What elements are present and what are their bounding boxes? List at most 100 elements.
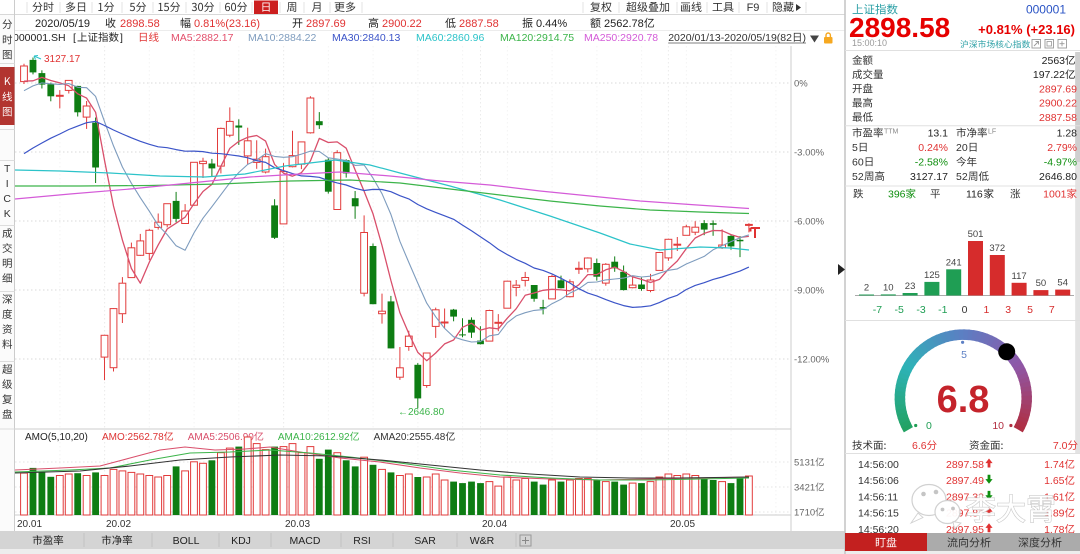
svg-text:1.65: 1.65	[1044, 475, 1065, 487]
svg-text:5131: 5131	[794, 458, 815, 469]
svg-text:5: 5	[852, 142, 858, 154]
svg-text:501: 501	[968, 229, 984, 240]
svg-text:20: 20	[956, 142, 968, 154]
svg-text:MA250:2920.78: MA250:2920.78	[584, 32, 658, 44]
svg-text:2646.80: 2646.80	[1039, 171, 1077, 183]
svg-text:6.8: 6.8	[937, 379, 990, 421]
svg-text:2900.22: 2900.22	[382, 18, 422, 30]
svg-text:-7: -7	[873, 304, 882, 316]
svg-text:14:56:20: 14:56:20	[858, 524, 899, 536]
svg-text:2887.58: 2887.58	[1039, 112, 1077, 124]
svg-text:[: [	[73, 32, 76, 44]
svg-text:2898.58: 2898.58	[849, 12, 950, 43]
svg-text:AMO(5,10,20): AMO(5,10,20)	[25, 432, 88, 443]
svg-text:0.81%(23.16): 0.81%(23.16)	[194, 18, 260, 30]
svg-text:K: K	[4, 208, 11, 220]
svg-text:-6.00%: -6.00%	[794, 217, 825, 228]
svg-text:): )	[803, 32, 807, 44]
svg-text:3: 3	[1005, 304, 1011, 316]
svg-text:AMO:2562.78: AMO:2562.78	[102, 432, 164, 443]
svg-text:14:56:11: 14:56:11	[858, 491, 898, 503]
svg-text:2.79%: 2.79%	[1047, 142, 1077, 154]
svg-text:2897.69: 2897.69	[1039, 83, 1077, 95]
svg-text:1.78: 1.78	[1044, 524, 1065, 536]
svg-text:10: 10	[883, 282, 894, 293]
svg-text:C: C	[3, 193, 11, 205]
svg-text:2020/01/13-2020/05/19(82: 2020/01/13-2020/05/19(82	[668, 32, 792, 44]
svg-text:116: 116	[966, 189, 983, 201]
svg-text:-12.00%: -12.00%	[794, 355, 830, 366]
svg-text:0.24%: 0.24%	[918, 142, 948, 154]
svg-text:MA10:2884.22: MA10:2884.22	[248, 32, 316, 44]
svg-text:1.74: 1.74	[1044, 459, 1065, 471]
svg-text:000001.SH: 000001.SH	[13, 32, 66, 44]
svg-text:←2646.80: ←2646.80	[398, 407, 445, 418]
svg-text:60: 60	[852, 157, 864, 169]
svg-text:]: ]	[120, 32, 123, 44]
svg-text:2: 2	[864, 283, 869, 294]
svg-text:F9: F9	[747, 2, 760, 14]
svg-text:MACD: MACD	[290, 535, 321, 547]
svg-text:MA30:2840.13: MA30:2840.13	[332, 32, 400, 44]
svg-text:15:00:10: 15:00:10	[852, 38, 887, 48]
svg-text:MA60:2860.96: MA60:2860.96	[416, 32, 484, 44]
svg-text:W&R: W&R	[470, 535, 495, 547]
svg-text:396: 396	[888, 189, 906, 201]
svg-text:BOLL: BOLL	[173, 535, 200, 547]
svg-text:5: 5	[1027, 304, 1033, 316]
svg-text:2898.58: 2898.58	[120, 18, 160, 30]
svg-text:-2.58%: -2.58%	[915, 157, 948, 169]
svg-text:+0.81% (+23.16): +0.81% (+23.16)	[978, 22, 1075, 37]
svg-text:SAR: SAR	[414, 535, 436, 547]
svg-text:MA120:2914.75: MA120:2914.75	[500, 32, 574, 44]
svg-text:2020/05/19: 2020/05/19	[35, 18, 90, 30]
svg-text:241: 241	[946, 257, 962, 268]
svg-text:5: 5	[961, 349, 967, 361]
svg-text:000001: 000001	[1026, 3, 1066, 17]
svg-text:-5: -5	[895, 304, 904, 316]
svg-text:6.6: 6.6	[912, 440, 927, 452]
svg-text:54: 54	[1057, 278, 1068, 289]
svg-text:20.03: 20.03	[285, 519, 310, 530]
svg-text:13.1: 13.1	[928, 128, 949, 140]
svg-text:3421: 3421	[794, 483, 815, 494]
svg-text:10: 10	[992, 420, 1004, 432]
svg-text:-4.97%: -4.97%	[1044, 157, 1077, 169]
svg-text:MA5:2882.17: MA5:2882.17	[171, 32, 234, 44]
svg-text:-3.00%: -3.00%	[794, 148, 825, 159]
svg-text:20.02: 20.02	[106, 519, 131, 530]
svg-text:20.04: 20.04	[482, 519, 507, 530]
svg-text:1: 1	[983, 304, 989, 316]
svg-text:52: 52	[852, 171, 864, 183]
svg-text:23: 23	[905, 281, 916, 292]
svg-text:-1: -1	[938, 304, 947, 316]
svg-text:-9.00%: -9.00%	[794, 286, 825, 297]
svg-text:2563: 2563	[1042, 55, 1066, 67]
svg-text:197.22: 197.22	[1033, 69, 1065, 81]
svg-text:0.44%: 0.44%	[536, 18, 567, 30]
svg-text:0%: 0%	[794, 79, 808, 90]
svg-text:52: 52	[956, 171, 968, 183]
svg-text:AMA10:2612.92: AMA10:2612.92	[278, 432, 350, 443]
svg-text:117: 117	[1012, 271, 1027, 282]
svg-text:2900.22: 2900.22	[1039, 98, 1077, 110]
svg-text:14:56:00: 14:56:00	[858, 459, 899, 471]
svg-text:7: 7	[1049, 304, 1055, 316]
svg-text:3127.17: 3127.17	[910, 171, 948, 183]
svg-text:2562.78: 2562.78	[604, 18, 644, 30]
svg-text:AMA20:2555.48: AMA20:2555.48	[374, 432, 446, 443]
svg-text:RSI: RSI	[353, 535, 371, 547]
svg-text:3127.17: 3127.17	[44, 54, 81, 65]
svg-text:7.0: 7.0	[1053, 440, 1068, 452]
svg-text:2897.58: 2897.58	[946, 459, 984, 471]
svg-text:14:56:06: 14:56:06	[858, 475, 899, 487]
svg-text:KDJ: KDJ	[231, 535, 251, 547]
svg-text:20.01: 20.01	[17, 519, 42, 530]
svg-text:1710: 1710	[794, 508, 815, 519]
svg-text:LF: LF	[988, 129, 996, 136]
svg-text:AMA5:2506.90: AMA5:2506.90	[188, 432, 255, 443]
svg-text:372: 372	[989, 243, 1005, 254]
svg-text:14:56:15: 14:56:15	[858, 508, 899, 520]
svg-text:T: T	[4, 163, 11, 175]
svg-text:125: 125	[924, 270, 940, 281]
